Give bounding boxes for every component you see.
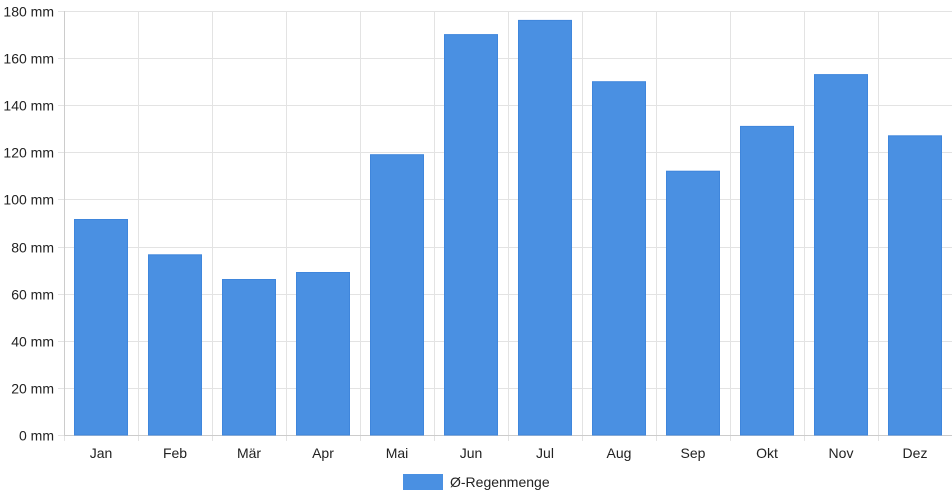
- legend-swatch: [403, 474, 443, 490]
- y-tick-label: 40 mm: [11, 334, 54, 350]
- bar-jun: [444, 34, 498, 436]
- bar-okt: [740, 125, 794, 436]
- x-tick-label: Mär: [237, 445, 261, 461]
- legend: Ø-Regenmenge: [403, 474, 550, 490]
- y-tick-label: 100 mm: [3, 192, 54, 208]
- y-tick-label: 80 mm: [11, 240, 54, 256]
- y-tick-label: 20 mm: [11, 381, 54, 397]
- y-tick-label: 120 mm: [3, 145, 54, 161]
- y-tick-label: 0 mm: [19, 428, 54, 444]
- bar-apr: [296, 272, 350, 436]
- x-tick-label: Jan: [90, 445, 113, 461]
- legend-label: Ø-Regenmenge: [450, 474, 550, 490]
- y-tick-label: 160 mm: [3, 51, 54, 67]
- x-tick-label: Aug: [607, 445, 632, 461]
- bar-mär: [222, 279, 276, 436]
- x-tick-label: Okt: [756, 445, 778, 461]
- x-tick-label: Nov: [829, 445, 854, 461]
- x-tick-label: Feb: [163, 445, 187, 461]
- y-tick-label: 140 mm: [3, 98, 54, 114]
- y-tick-label: 180 mm: [3, 4, 54, 20]
- bar-sep: [666, 170, 720, 436]
- bar-feb: [148, 254, 202, 436]
- bar-mai: [370, 154, 424, 436]
- x-tick-label: Jun: [460, 445, 483, 461]
- x-tick-label: Dez: [903, 445, 928, 461]
- x-tick-label: Sep: [681, 445, 706, 461]
- bar-nov: [814, 74, 868, 436]
- bar-jan: [74, 219, 128, 436]
- y-tick-label: 60 mm: [11, 287, 54, 303]
- bar-dez: [888, 135, 942, 436]
- x-tick-label: Jul: [536, 445, 554, 461]
- bar-aug: [592, 81, 646, 436]
- bar-jul: [518, 19, 572, 436]
- x-tick-label: Mai: [386, 445, 409, 461]
- x-tick-label: Apr: [312, 445, 334, 461]
